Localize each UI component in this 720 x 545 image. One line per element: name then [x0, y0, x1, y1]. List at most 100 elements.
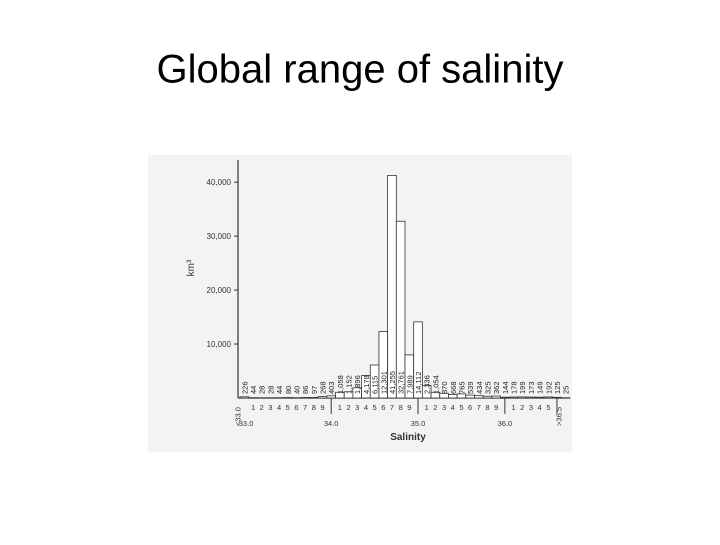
value-label: 28 [266, 386, 275, 394]
value-label: 668 [449, 381, 458, 394]
y-tick-label: 40,000 [207, 178, 232, 187]
value-label: 765 [457, 381, 466, 394]
x-tick-label: 7 [390, 403, 394, 412]
x-tick-label: 3 [355, 403, 359, 412]
value-label: 178 [510, 381, 519, 394]
x-tick-label: 2 [520, 403, 524, 412]
value-label: 173 [527, 381, 536, 394]
bar [466, 395, 475, 398]
value-label: 1,896 [353, 375, 362, 394]
bar [240, 397, 249, 398]
group-label: 35.0 [411, 419, 426, 428]
y-tick-label: 30,000 [207, 232, 232, 241]
x-tick-label: 4 [364, 403, 368, 412]
value-label: 44 [275, 386, 284, 394]
x-tick-label: 9 [320, 403, 324, 412]
x-tick-label: 8 [485, 403, 489, 412]
value-label: 6,115 [371, 376, 380, 394]
value-label: 149 [536, 381, 545, 394]
group-label: 36.0 [498, 419, 513, 428]
x-tick-label: 2 [346, 403, 350, 412]
value-label: 97 [310, 386, 319, 394]
value-label: 28 [258, 386, 267, 394]
value-label: 125 [553, 381, 562, 394]
y-tick-label: 10,000 [207, 340, 232, 349]
bar [483, 396, 492, 398]
group-label: 34.0 [324, 419, 339, 428]
bar [318, 397, 327, 398]
x-tick-label: 2 [433, 403, 437, 412]
value-label: 41,255 [388, 371, 397, 394]
slide-title: Global range of salinity [157, 48, 564, 92]
x-tick-label: 6 [381, 403, 385, 412]
x-tick-label: 3 [529, 403, 533, 412]
group-label: 33.0 [239, 419, 254, 428]
x-tick-label: 9 [494, 403, 498, 412]
x-tick-label: 7 [303, 403, 307, 412]
scan-background [148, 155, 572, 452]
x-tick-label: 4 [538, 403, 542, 412]
bar [518, 397, 527, 398]
bar [388, 175, 397, 398]
value-label: 325 [484, 381, 493, 394]
bar [553, 397, 562, 398]
value-label: 1,152 [345, 375, 354, 394]
x-tick-label: 4 [277, 403, 281, 412]
value-label: 539 [466, 381, 475, 394]
x-tick-label: 8 [399, 403, 403, 412]
value-label: 434 [475, 381, 484, 394]
value-label: 226 [240, 381, 249, 394]
value-label: 4,178 [362, 375, 371, 394]
x-tick-label: 1 [251, 403, 255, 412]
value-label: 44 [249, 386, 258, 394]
x-tick-label: 7 [477, 403, 481, 412]
bar [327, 396, 336, 398]
x-tick-label: 3 [442, 403, 446, 412]
value-label: 80 [284, 386, 293, 394]
bar [492, 396, 501, 398]
x-tick-label: >36.5 [555, 407, 564, 426]
x-tick-label: 5 [373, 403, 377, 412]
x-tick-label: 3 [268, 403, 272, 412]
value-label: 12,301 [379, 371, 388, 394]
x-axis-label: Salinity [390, 432, 426, 443]
x-tick-label: 4 [451, 403, 455, 412]
x-tick-label: 5 [459, 403, 463, 412]
y-axis-label: km³ [186, 259, 197, 276]
bar [501, 397, 510, 398]
x-tick-label: 2 [260, 403, 264, 412]
value-label: 1,054 [431, 375, 440, 394]
x-tick-label: 6 [294, 403, 298, 412]
x-tick-label: 8 [312, 403, 316, 412]
x-tick-label: 1 [511, 403, 515, 412]
value-label: 2,336 [423, 375, 432, 394]
value-label: 40 [292, 386, 301, 394]
bar [309, 397, 318, 398]
value-label: 362 [492, 381, 501, 394]
value-label: 32,761 [397, 371, 406, 394]
x-tick-label: 5 [546, 403, 550, 412]
bar [527, 397, 536, 398]
value-label: 1,058 [336, 375, 345, 394]
value-label: 25 [562, 386, 571, 394]
value-label: 268 [319, 381, 328, 394]
value-label: 14,112 [414, 372, 423, 394]
bar [544, 397, 553, 398]
x-tick-label: 9 [407, 403, 411, 412]
value-label: 192 [544, 381, 553, 394]
bar [509, 397, 518, 398]
x-tick-label: 1 [425, 403, 429, 412]
value-label: 144 [501, 381, 510, 394]
value-label: 870 [440, 381, 449, 394]
y-tick-label: 20,000 [207, 286, 232, 295]
x-tick-label: 6 [468, 403, 472, 412]
x-tick-label: 5 [286, 403, 290, 412]
value-label: 7,989 [405, 375, 414, 394]
value-label: 86 [301, 386, 310, 394]
value-label: 199 [518, 381, 527, 394]
x-tick-label: 1 [338, 403, 342, 412]
bar [535, 397, 544, 398]
value-label: 403 [327, 381, 336, 394]
